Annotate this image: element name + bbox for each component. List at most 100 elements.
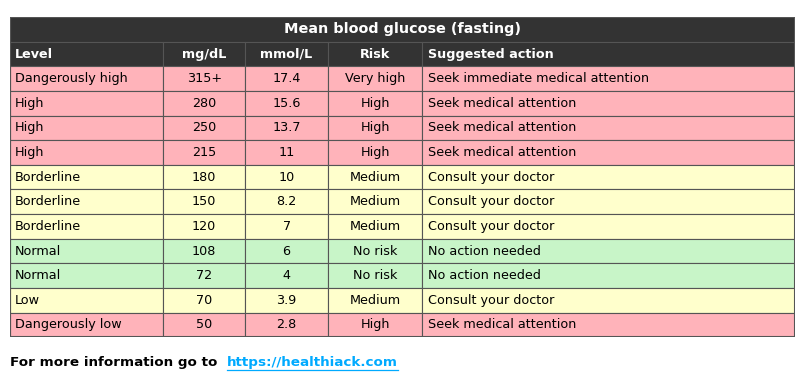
Bar: [163, 115, 246, 140]
Text: 7: 7: [283, 220, 291, 233]
Text: Suggested action: Suggested action: [427, 48, 553, 61]
Bar: [328, 312, 422, 337]
Bar: [163, 239, 246, 263]
Text: https://healthiack.com: https://healthiack.com: [226, 356, 398, 369]
Text: High: High: [361, 97, 390, 110]
Text: High: High: [15, 97, 44, 110]
Bar: [246, 42, 328, 66]
Bar: [328, 165, 422, 189]
Text: mg/dL: mg/dL: [182, 48, 226, 61]
Bar: [246, 115, 328, 140]
Bar: [246, 165, 328, 189]
Text: Seek immediate medical attention: Seek immediate medical attention: [427, 72, 649, 85]
Text: High: High: [361, 319, 390, 331]
Text: 280: 280: [192, 97, 217, 110]
Bar: [328, 115, 422, 140]
Text: 180: 180: [192, 171, 217, 184]
Bar: [328, 288, 422, 312]
Text: High: High: [15, 122, 44, 134]
Bar: [10, 17, 795, 42]
Text: Dangerously low: Dangerously low: [15, 319, 122, 331]
Text: Seek medical attention: Seek medical attention: [427, 319, 576, 331]
Bar: [246, 189, 328, 214]
Bar: [328, 239, 422, 263]
Bar: [246, 140, 328, 165]
Text: No action needed: No action needed: [427, 269, 540, 282]
Text: Low: Low: [15, 294, 40, 307]
Text: Normal: Normal: [15, 269, 61, 282]
Text: 108: 108: [192, 245, 217, 258]
Bar: [422, 91, 795, 115]
Bar: [422, 42, 795, 66]
Bar: [246, 288, 328, 312]
Text: Consult your doctor: Consult your doctor: [427, 171, 554, 184]
Text: Mean blood glucose (fasting): Mean blood glucose (fasting): [284, 22, 521, 37]
Bar: [328, 91, 422, 115]
Text: 10: 10: [279, 171, 295, 184]
Text: Borderline: Borderline: [15, 195, 81, 208]
Bar: [422, 66, 795, 91]
Bar: [163, 263, 246, 288]
Bar: [163, 214, 246, 239]
Bar: [163, 288, 246, 312]
Text: 72: 72: [196, 269, 213, 282]
Bar: [328, 42, 422, 66]
Text: High: High: [361, 122, 390, 134]
Text: Medium: Medium: [349, 294, 401, 307]
Bar: [10, 288, 163, 312]
Text: 250: 250: [192, 122, 217, 134]
Text: Borderline: Borderline: [15, 220, 81, 233]
Text: 315+: 315+: [187, 72, 221, 85]
Bar: [422, 263, 795, 288]
Text: Very high: Very high: [345, 72, 405, 85]
Text: Risk: Risk: [360, 48, 390, 61]
Text: Medium: Medium: [349, 220, 401, 233]
Bar: [10, 189, 163, 214]
Bar: [422, 214, 795, 239]
Text: No risk: No risk: [353, 269, 397, 282]
Bar: [10, 263, 163, 288]
Bar: [246, 214, 328, 239]
Bar: [10, 42, 163, 66]
Text: 215: 215: [192, 146, 217, 159]
Bar: [163, 312, 246, 337]
Bar: [328, 263, 422, 288]
Bar: [422, 312, 795, 337]
Text: 15.6: 15.6: [272, 97, 301, 110]
Text: 50: 50: [196, 319, 213, 331]
Text: Seek medical attention: Seek medical attention: [427, 97, 576, 110]
Bar: [10, 140, 163, 165]
Bar: [163, 91, 246, 115]
Text: 4: 4: [283, 269, 291, 282]
Text: 2.8: 2.8: [276, 319, 297, 331]
Text: 120: 120: [192, 220, 217, 233]
Text: Consult your doctor: Consult your doctor: [427, 195, 554, 208]
Text: 3.9: 3.9: [276, 294, 297, 307]
Text: No risk: No risk: [353, 245, 397, 258]
Text: Consult your doctor: Consult your doctor: [427, 220, 554, 233]
Bar: [10, 115, 163, 140]
Bar: [328, 66, 422, 91]
Bar: [328, 214, 422, 239]
Bar: [328, 189, 422, 214]
Text: Seek medical attention: Seek medical attention: [427, 122, 576, 134]
Bar: [163, 42, 246, 66]
Text: High: High: [15, 146, 44, 159]
Bar: [163, 189, 246, 214]
Text: Normal: Normal: [15, 245, 61, 258]
Text: High: High: [361, 146, 390, 159]
Bar: [422, 115, 795, 140]
Text: Borderline: Borderline: [15, 171, 81, 184]
Text: 11: 11: [279, 146, 295, 159]
Text: 6: 6: [283, 245, 291, 258]
Text: Level: Level: [15, 48, 53, 61]
Bar: [10, 66, 163, 91]
Bar: [246, 312, 328, 337]
Bar: [422, 165, 795, 189]
Text: Medium: Medium: [349, 195, 401, 208]
Text: Consult your doctor: Consult your doctor: [427, 294, 554, 307]
Text: Dangerously high: Dangerously high: [15, 72, 128, 85]
Text: 17.4: 17.4: [272, 72, 301, 85]
Bar: [10, 214, 163, 239]
Bar: [163, 140, 246, 165]
